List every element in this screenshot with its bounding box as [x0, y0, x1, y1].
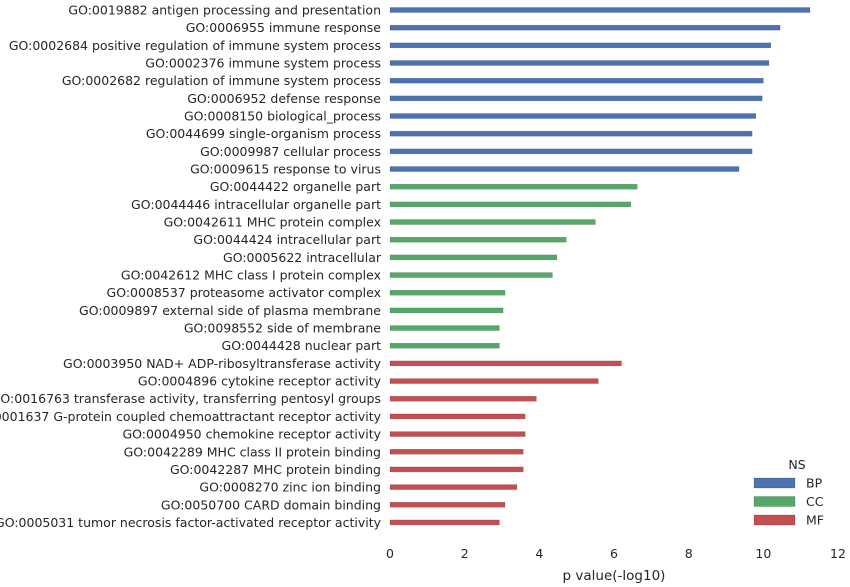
bar-16	[389, 289, 506, 296]
category-label-11: GO:0044446 intracellular organelle part	[131, 197, 381, 212]
bar-0	[389, 7, 811, 13]
bar-15	[389, 272, 553, 278]
bar-27	[389, 484, 518, 490]
category-label-5: GO:0006952 defense response	[187, 91, 381, 106]
x-tick-label-2: 4	[535, 546, 543, 561]
bar-21	[389, 378, 599, 384]
legend-title: NS	[788, 457, 805, 472]
legend-label-cc: CC	[806, 494, 824, 509]
category-label-19: GO:0044428 nuclear part	[222, 338, 382, 353]
bar-11	[389, 201, 632, 208]
bar-29	[389, 519, 500, 526]
category-label-28: GO:0050700 CARD domain binding	[161, 497, 381, 512]
bar-1	[389, 24, 781, 31]
category-label-15: GO:0042612 MHC class I protein complex	[121, 268, 381, 283]
bar-6	[389, 113, 757, 119]
legend-swatch-cc	[753, 496, 796, 507]
category-label-20: GO:0003950 NAD+ ADP-ribosyltransferase a…	[63, 356, 382, 371]
legend: NS BP CC MF	[753, 457, 824, 528]
bar-18	[389, 325, 500, 331]
bar-28	[389, 502, 506, 508]
category-label-9: GO:0009615 response to virus	[190, 162, 381, 177]
legend-entries-group: BP CC MF	[753, 476, 824, 528]
category-label-17: GO:0009897 external side of plasma membr…	[79, 303, 381, 318]
category-label-8: GO:0009987 cellular process	[200, 144, 381, 159]
category-label-14: GO:0005622 intracellular	[223, 250, 382, 265]
category-label-0: GO:0019882 antigen processing and presen…	[68, 3, 381, 18]
category-label-4: GO:0002682 regulation of immune system p…	[62, 73, 381, 88]
x-tick-label-5: 10	[755, 546, 771, 561]
bar-3	[389, 60, 770, 66]
category-label-27: GO:0008270 zinc ion binding	[199, 480, 381, 495]
x-tick-label-6: 12	[830, 546, 846, 561]
bars-group	[389, 7, 811, 526]
bar-14	[389, 254, 558, 261]
x-axis-title: p value(-log10)	[563, 568, 666, 584]
category-label-13: GO:0044424 intracellular part	[193, 232, 381, 247]
bar-10	[389, 183, 638, 190]
bar-23	[389, 413, 526, 420]
bar-9	[389, 166, 740, 172]
x-tick-label-4: 8	[685, 546, 693, 561]
category-label-18: GO:0098552 side of membrane	[184, 321, 381, 336]
category-label-24: GO:0004950 chemokine receptor activity	[122, 427, 381, 442]
x-tick-label-0: 0	[386, 546, 394, 561]
category-label-21: GO:0004896 cytokine receptor activity	[138, 374, 382, 389]
bar-20	[389, 360, 622, 367]
category-label-29: GO:0005031 tumor necrosis factor-activat…	[0, 515, 382, 530]
legend-label-mf: MF	[806, 513, 824, 528]
bar-24	[389, 431, 526, 437]
category-label-23: GO:0001637 G-protein coupled chemoattrac…	[0, 409, 382, 424]
category-label-1: GO:0006955 immune response	[186, 20, 382, 35]
category-label-10: GO:0044422 organelle part	[210, 179, 381, 194]
bar-17	[389, 307, 504, 314]
category-label-2: GO:0002684 positive regulation of immune…	[9, 38, 381, 53]
category-label-22: GO:0016763 transferase activity, transfe…	[0, 391, 381, 406]
bar-7	[389, 130, 753, 137]
bar-5	[389, 95, 763, 102]
bar-26	[389, 466, 524, 473]
category-label-26: GO:0042287 MHC protein binding	[170, 462, 381, 477]
legend-label-bp: BP	[806, 476, 823, 491]
bar-19	[389, 342, 500, 349]
category-labels-group: GO:0019882 antigen processing and presen…	[0, 3, 382, 530]
bar-25	[389, 449, 524, 455]
bar-8	[389, 148, 753, 155]
x-tick-labels-group: 0 2 4 6 8 10 12	[386, 546, 846, 561]
category-label-7: GO:0044699 single-organism process	[146, 126, 381, 141]
category-label-16: GO:0008537 proteasome activator complex	[107, 285, 381, 300]
bar-12	[389, 219, 596, 225]
x-tick-label-1: 2	[461, 546, 469, 561]
bar-22	[389, 395, 537, 402]
x-tick-label-3: 6	[610, 546, 618, 561]
category-label-6: GO:0008150 biological_process	[184, 109, 381, 124]
category-label-25: GO:0042289 MHC class II protein binding	[124, 444, 381, 459]
category-label-12: GO:0042611 MHC protein complex	[164, 215, 381, 230]
bar-4	[389, 77, 764, 84]
legend-swatch-mf	[753, 514, 796, 526]
legend-swatch-bp	[753, 477, 796, 489]
bar-2	[389, 42, 772, 49]
bar-13	[389, 236, 567, 243]
category-label-3: GO:0002376 immune system process	[145, 56, 381, 71]
